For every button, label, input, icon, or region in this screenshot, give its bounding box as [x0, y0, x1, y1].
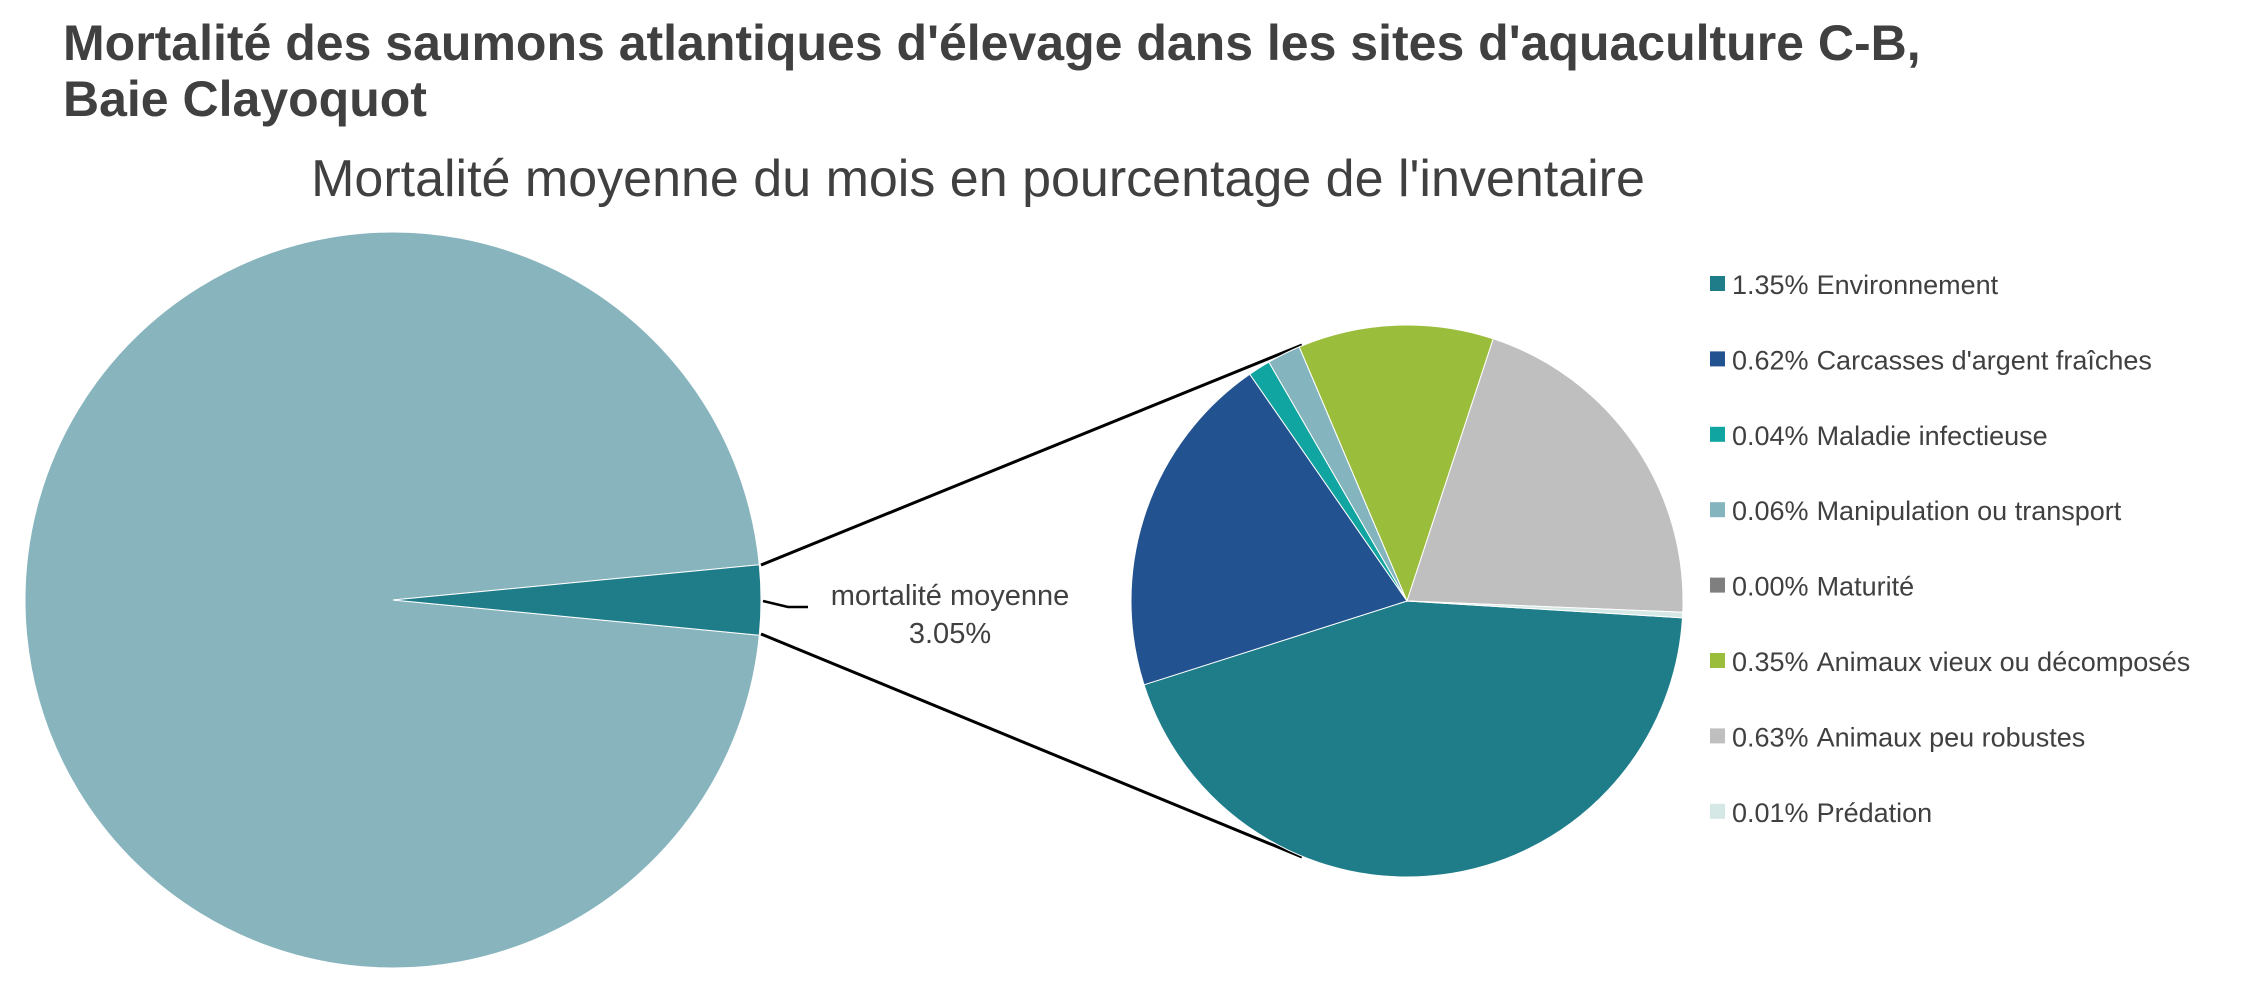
legend-entry: 0.35% Animaux vieux ou décomposés: [1732, 647, 2190, 677]
chart-title: Mortalité des saumons atlantiques d'élev…: [63, 15, 1921, 71]
data-label: mortalité moyenne 3.05%: [831, 580, 1070, 650]
legend-label: Animaux vieux ou décomposés: [1817, 647, 2191, 677]
legend-value: 0.01%: [1732, 798, 1809, 828]
legend-entry: 0.00% Maturité: [1732, 572, 1914, 602]
legend-entry: 0.04% Maladie infectieuse: [1732, 421, 2048, 451]
pie-slice: [1406, 600, 1684, 619]
legend-label: Maturité: [1817, 572, 1915, 602]
legend-label: Carcasses d'argent fraîches: [1817, 345, 2152, 375]
data-label-value: 3.05%: [909, 618, 991, 650]
legend-value: 0.06%: [1732, 496, 1809, 526]
legend-swatch: [1710, 577, 1725, 593]
pie-slice: [1298, 324, 1494, 603]
legend-swatch: [1710, 426, 1725, 442]
legend-value: 0.04%: [1732, 421, 1809, 451]
legend-swatch: [1710, 351, 1725, 367]
chart-subtitle: Mortalité moyenne du mois en pourcentage…: [311, 150, 1645, 208]
pie-slice: [1143, 600, 1684, 878]
legend-entry: 0.06% Manipulation ou transport: [1732, 496, 2122, 526]
legend-entry: 0.01% Prédation: [1732, 798, 1932, 828]
connector-line: [760, 632, 1303, 859]
legend-value: 0.62%: [1732, 345, 1809, 375]
chart-title: Baie Clayoquot: [63, 71, 427, 127]
legend-value: 1.35%: [1732, 270, 1809, 300]
connector-line: [760, 343, 1303, 567]
data-label-category: mortalité moyenne: [831, 580, 1070, 612]
legend-entry: 0.62% Carcasses d'argent fraîches: [1732, 345, 2152, 375]
legend-swatch: [1710, 803, 1725, 819]
pie-slice: [24, 231, 760, 969]
legend-value: 0.63%: [1732, 722, 1809, 752]
legend-label: Prédation: [1817, 798, 1933, 828]
legend-value: 0.00%: [1732, 572, 1809, 602]
pie-slice: [1406, 338, 1684, 613]
pie-slice: [1130, 373, 1408, 686]
legend-value: 0.35%: [1732, 647, 1809, 677]
legend-label: Manipulation ou transport: [1817, 496, 2122, 526]
legend-label: Environnement: [1817, 270, 1999, 300]
legend-entry: 0.63% Animaux peu robustes: [1732, 722, 2085, 752]
legend-swatch: [1710, 728, 1725, 744]
legend-entry: 1.35% Environnement: [1732, 270, 1999, 300]
leader-line: [762, 599, 808, 609]
legend-swatch: [1710, 276, 1725, 291]
legend-label: Animaux peu robustes: [1817, 722, 2086, 752]
pie-slice: [392, 564, 762, 636]
legend-label: Maladie infectieuse: [1817, 421, 2048, 451]
legend-swatch: [1710, 653, 1725, 668]
legend-swatch: [1710, 502, 1725, 518]
